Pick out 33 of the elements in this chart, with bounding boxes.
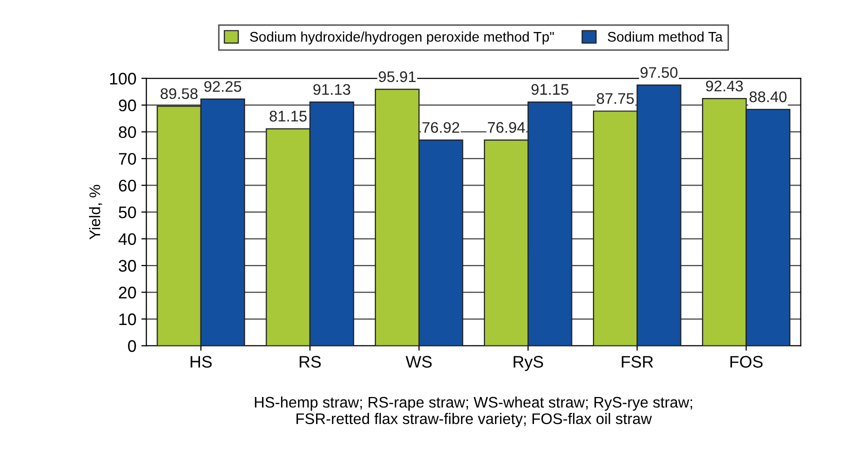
data-label: 92.43: [706, 80, 743, 92]
y-tick-label: 20: [118, 286, 136, 298]
data-label: 95.91: [378, 71, 416, 82]
y-tick-label: 50: [118, 206, 136, 218]
y-tick-label: 60: [118, 180, 136, 192]
y-axis-title: Yield, %: [89, 184, 102, 240]
legend-label: Sodium method Ta: [608, 32, 723, 42]
y-tick-label: 90: [118, 100, 136, 112]
data-label: 92.25: [204, 81, 242, 92]
y-tick-label: 10: [119, 313, 136, 326]
y-tick-label: 30: [118, 260, 136, 272]
legend-label: Sodium hydroxide/hydrogen peroxide method Tp": [250, 32, 554, 44]
text: HS-hemp straw; RS-rape straw; WS-wheat straw; RyS-rye straw; FSR-retted flax straw-fibre variety; FOS-flax oil straw: [254, 396, 692, 428]
x-tick-label: FSR: [622, 356, 654, 368]
x-tick-label: RS: [300, 356, 321, 368]
data-label: 89.58: [160, 88, 198, 100]
x-tick-label: RyS: [514, 356, 544, 372]
x-tick-label: WS: [406, 356, 432, 368]
data-label: 76.94: [488, 122, 525, 133]
y-tick-label: 80: [118, 126, 136, 138]
y-tick-label: 100: [110, 72, 136, 85]
x-tick-label: HS: [190, 356, 212, 368]
y-tick-label: 0: [128, 340, 136, 352]
data-label: 91.15: [531, 84, 568, 95]
y-tick-label: 40: [118, 233, 136, 245]
data-label: 76.92: [422, 122, 460, 133]
data-label: 91.13: [313, 84, 350, 95]
data-label: 97.50: [640, 67, 678, 78]
data-label: 88.40: [750, 91, 787, 102]
x-tick-label: FOS: [730, 356, 763, 368]
y-tick-label: 70: [118, 152, 136, 165]
data-label: 81.15: [270, 110, 307, 122]
data-label: 87.75: [596, 93, 634, 104]
